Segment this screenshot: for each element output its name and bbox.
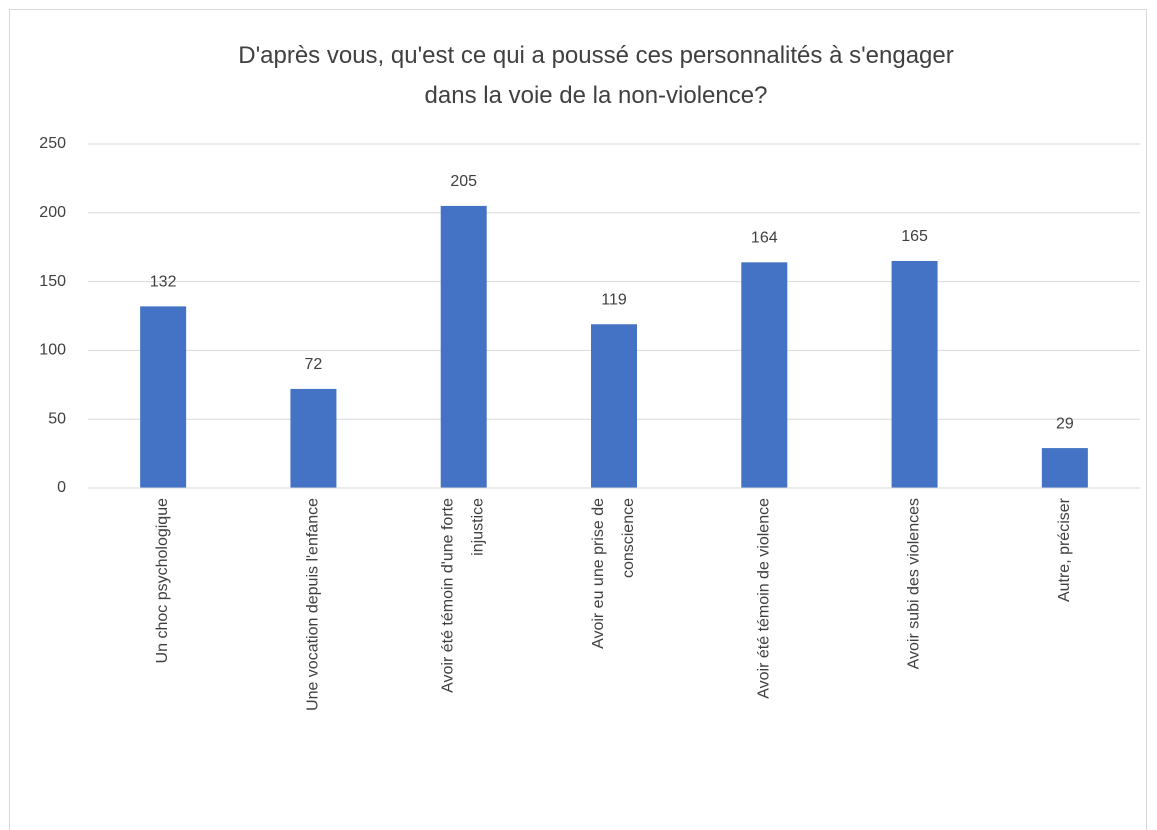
x-tick-label: Avoir eu une prise de conscience xyxy=(590,498,637,649)
data-label: 165 xyxy=(901,228,928,245)
chart-title: D'après vous, qu'est ce qui a poussé ces… xyxy=(238,42,954,109)
y-tick-label: 50 xyxy=(48,410,66,427)
text-line: Autre, préciser xyxy=(1056,497,1073,602)
y-tick-label: 0 xyxy=(57,479,66,496)
x-tick-label: Avoir été témoin d'une forte injustice xyxy=(440,498,487,693)
bar xyxy=(891,260,938,488)
x-tick-label: Avoir subi des violences xyxy=(906,498,923,669)
text-line: D'après vous, qu'est ce qui a poussé ces… xyxy=(238,42,954,69)
bar xyxy=(1041,448,1088,488)
data-label: 164 xyxy=(751,230,778,247)
data-label: 132 xyxy=(150,274,177,291)
x-tick-group: Autre, préciser xyxy=(1056,497,1073,602)
x-tick-group: Un choc psychologique xyxy=(154,498,171,664)
bar xyxy=(591,324,637,488)
x-tick-group: Une vocation depuis l'enfance xyxy=(305,498,322,711)
x-tick-group: Avoir été témoin d'une forte injustice xyxy=(440,498,487,693)
bar xyxy=(290,388,337,488)
y-tick-label: 250 xyxy=(39,135,66,152)
text-line: Une vocation depuis l'enfance xyxy=(305,498,322,711)
text-line: conscience xyxy=(620,498,637,578)
x-tick-label: Autre, préciser xyxy=(1056,497,1073,602)
data-label: 29 xyxy=(1056,415,1074,432)
bar xyxy=(140,306,187,488)
x-tick-group: Avoir eu une prise de conscience xyxy=(590,498,637,649)
text-line: Avoir été témoin d'une forte xyxy=(440,498,457,693)
data-label: 119 xyxy=(601,291,627,308)
x-tick-label: Avoir été témoin de violence xyxy=(756,498,773,699)
data-label: 72 xyxy=(305,356,323,373)
text-line: injustice xyxy=(470,498,487,556)
text-line: dans la voie de la non-violence? xyxy=(425,82,768,109)
bar xyxy=(741,262,788,488)
x-tick-group: Avoir été témoin de violence xyxy=(756,498,773,699)
x-tick-group: Avoir subi des violences xyxy=(906,498,923,669)
y-tick-label: 200 xyxy=(39,204,66,221)
data-label: 205 xyxy=(450,173,477,190)
text-line: Avoir subi des violences xyxy=(906,498,923,669)
text-line: Avoir eu une prise de xyxy=(590,498,607,649)
y-tick-label: 150 xyxy=(39,273,66,290)
text-line: Avoir été témoin de violence xyxy=(756,498,773,699)
y-tick-label: 100 xyxy=(39,342,66,359)
text-line: Un choc psychologique xyxy=(154,498,171,664)
x-tick-label: Un choc psychologique xyxy=(154,498,171,664)
chart-border xyxy=(9,9,1147,830)
bar xyxy=(440,205,487,489)
x-tick-label: Une vocation depuis l'enfance xyxy=(305,498,322,711)
